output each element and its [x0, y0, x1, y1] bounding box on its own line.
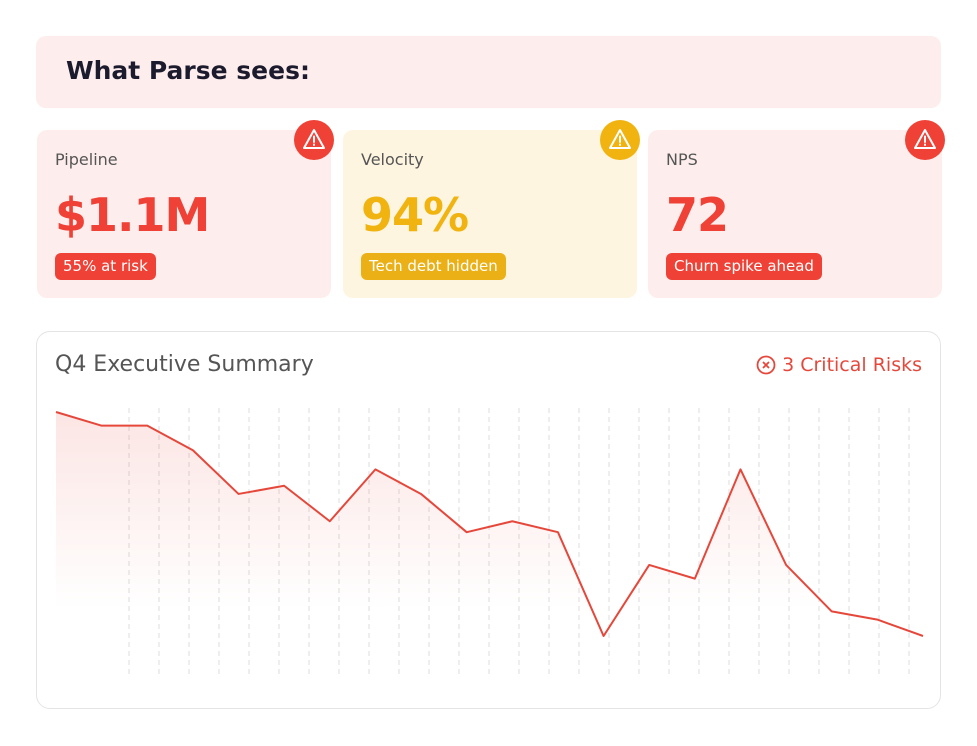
chart-card: Q4 Executive Summary 3 Critical Risks — [36, 331, 941, 709]
header: What Parse sees: — [36, 36, 941, 108]
alert: 3 Critical Risks — [756, 354, 922, 376]
metric-card: NPS 72 Churn spike ahead — [648, 120, 945, 298]
metric-badge: 55% at risk — [55, 253, 156, 280]
header-title: What Parse sees: — [66, 56, 310, 85]
metric-label: NPS — [666, 150, 698, 169]
area — [56, 412, 923, 676]
chart — [55, 408, 924, 676]
metric-label: Velocity — [361, 150, 424, 169]
metric-card: Pipeline $1.1M 55% at risk — [37, 120, 334, 298]
alert-text: 3 Critical Risks — [782, 354, 922, 376]
icon-triangle — [609, 129, 631, 149]
metric-badge: Churn spike ahead — [666, 253, 822, 280]
warning-icon — [294, 120, 334, 160]
metric-badge: Tech debt hidden — [361, 253, 506, 280]
warning-icon — [905, 120, 945, 160]
metric-value: 72 — [666, 188, 729, 242]
warning-icon — [600, 120, 640, 160]
metric-value: $1.1M — [55, 188, 210, 242]
chart-title: Q4 Executive Summary — [55, 352, 314, 377]
alert-icon — [756, 355, 776, 375]
metric-label: Pipeline — [55, 150, 118, 169]
icon-triangle — [303, 129, 325, 149]
icon-triangle — [914, 129, 936, 149]
metric-card: Velocity 94% Tech debt hidden — [343, 120, 640, 298]
line — [55, 411, 924, 637]
metric-value: 94% — [361, 188, 469, 242]
